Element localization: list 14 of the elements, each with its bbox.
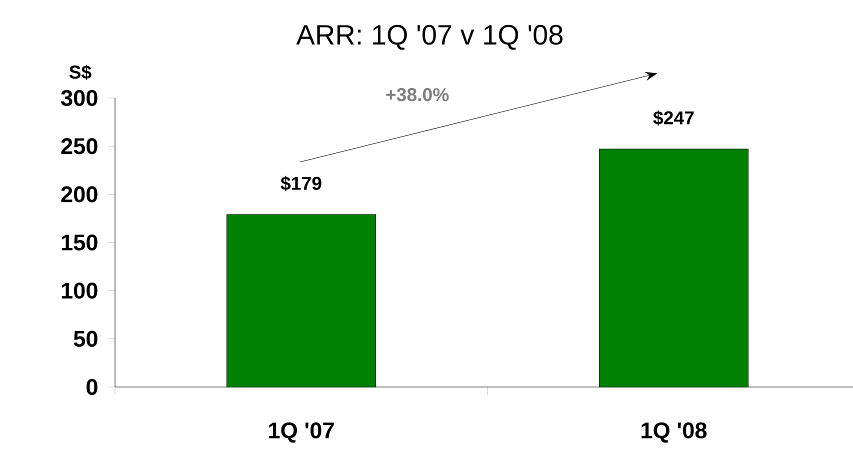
data-label: $247 [653,110,694,126]
chart-title: ARR: 1Q '07 v 1Q '08 [296,24,562,50]
y-tick-label: 200 [61,186,98,202]
annotation: +38.0% [386,88,449,102]
y-tick-label: 250 [61,138,98,154]
x-tick-label: 1Q '07 [269,422,334,443]
x-tick-label: 1Q '08 [642,422,707,443]
y-tick-label: 100 [62,282,98,299]
y-axis-title: S$ [69,64,92,80]
y-tick-label: 0 [86,378,98,396]
y-tick-label: 300 [61,90,98,106]
data-label: $179 [280,176,322,192]
y-tick-label: 150 [62,234,98,251]
y-tick-label: 50 [74,330,98,347]
